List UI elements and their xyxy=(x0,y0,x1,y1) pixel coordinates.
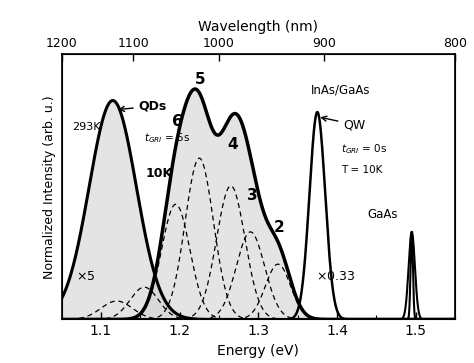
Text: QDs: QDs xyxy=(119,100,167,113)
Text: QW: QW xyxy=(321,116,365,131)
Text: $\times$0.33: $\times$0.33 xyxy=(316,270,355,283)
Text: GaAs: GaAs xyxy=(367,208,398,221)
Text: 6: 6 xyxy=(172,114,182,129)
Text: 3: 3 xyxy=(247,188,257,203)
Y-axis label: Normalized Intensity (arb. u.): Normalized Intensity (arb. u.) xyxy=(43,95,56,279)
Text: $\times$5: $\times$5 xyxy=(76,270,95,283)
Text: $t_{GRI}$ = 0s: $t_{GRI}$ = 0s xyxy=(341,142,387,156)
Text: $t_{GRI}$ = 5s: $t_{GRI}$ = 5s xyxy=(144,131,190,145)
Text: T = 10K: T = 10K xyxy=(341,165,383,175)
Text: 4: 4 xyxy=(227,137,237,152)
Text: 5: 5 xyxy=(195,72,205,87)
X-axis label: Energy (eV): Energy (eV) xyxy=(218,344,299,358)
Text: 10K: 10K xyxy=(146,167,173,180)
Text: 2: 2 xyxy=(273,220,284,235)
Text: 293K: 293K xyxy=(72,122,100,132)
X-axis label: Wavelength (nm): Wavelength (nm) xyxy=(198,20,319,34)
Text: InAs/GaAs: InAs/GaAs xyxy=(311,83,371,97)
